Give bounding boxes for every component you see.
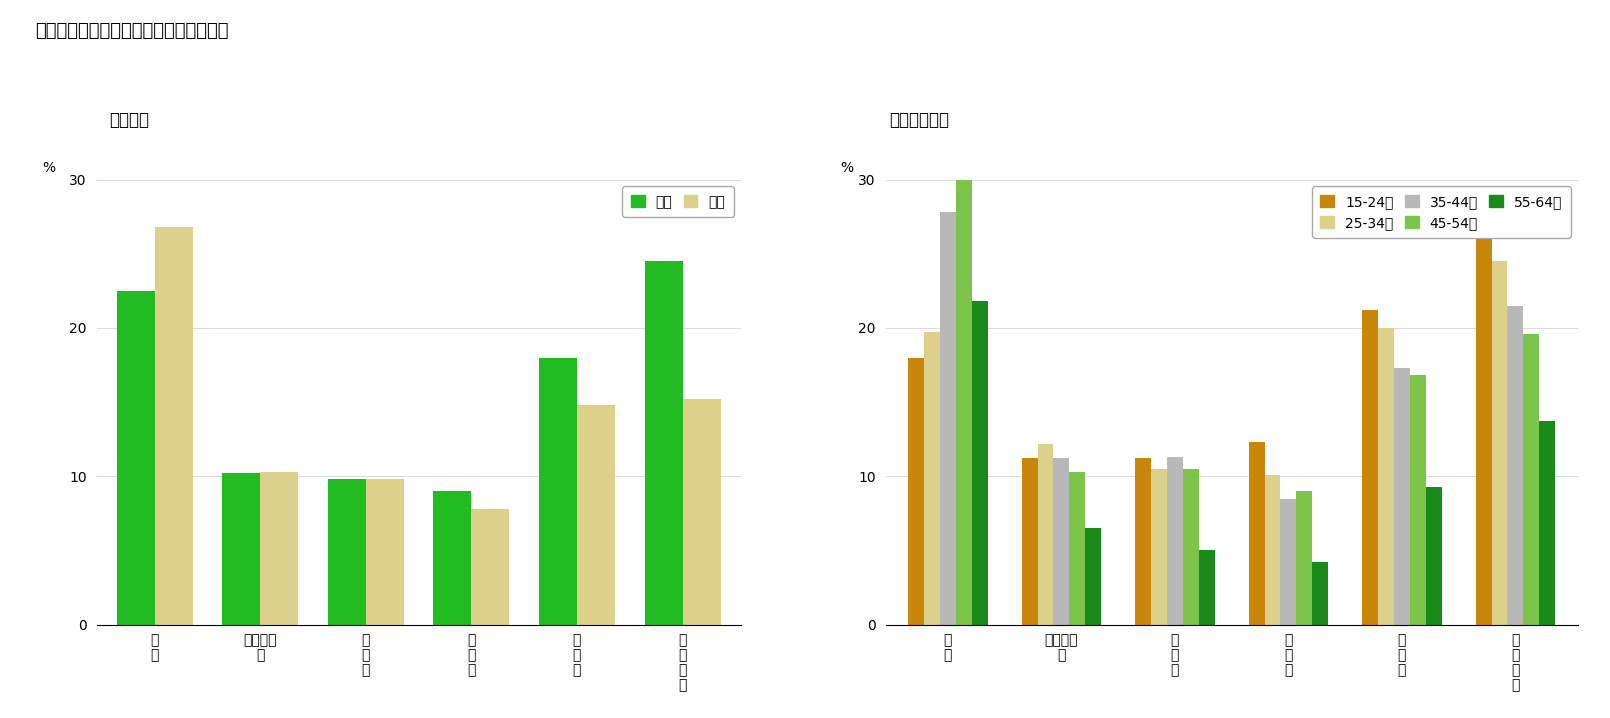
Bar (222, 473, 261, 625)
Bar (365, 479, 404, 625)
Bar (644, 261, 683, 625)
Bar (472, 509, 509, 625)
Bar (433, 491, 472, 625)
Bar (539, 358, 576, 625)
Bar (1183, 469, 1199, 625)
Text: 【年齢群団】: 【年齢群団】 (889, 111, 948, 129)
Bar (1053, 459, 1069, 625)
Bar (924, 332, 940, 625)
Bar (328, 479, 365, 625)
Bar (1426, 487, 1441, 625)
Bar (1199, 551, 1214, 625)
Bar (1167, 457, 1183, 625)
Bar (1394, 368, 1410, 625)
Bar (1378, 328, 1394, 625)
Text: 図表５　心身のストレスが「高」の割合: 図表５ 心身のストレスが「高」の割合 (35, 22, 229, 39)
Bar (1249, 442, 1264, 625)
Bar (1476, 239, 1491, 625)
Bar (1362, 310, 1378, 625)
Bar (1022, 459, 1037, 625)
Bar (1085, 528, 1101, 625)
Bar (1410, 376, 1426, 625)
Text: %: % (42, 161, 55, 175)
Bar (1264, 475, 1280, 625)
Bar (116, 291, 155, 625)
Bar (972, 301, 987, 625)
Bar (683, 399, 721, 625)
Text: 【男女】: 【男女】 (109, 111, 150, 129)
Bar (155, 227, 193, 625)
Bar (1491, 261, 1507, 625)
Bar (261, 472, 298, 625)
Bar (1280, 498, 1296, 625)
Bar (1135, 459, 1151, 625)
Legend: 男性, 女性: 男性, 女性 (623, 187, 734, 217)
Bar (1151, 469, 1167, 625)
Legend: 15-24歳, 25-34歳, 35-44歳, 45-54歳, 55-64歳: 15-24歳, 25-34歳, 35-44歳, 45-54歳, 55-64歳 (1312, 187, 1571, 238)
Bar (940, 212, 956, 625)
Bar (576, 405, 615, 625)
Bar (1523, 334, 1539, 625)
Bar (908, 358, 924, 625)
Bar (1312, 562, 1328, 625)
Bar (1296, 491, 1312, 625)
Bar (1037, 444, 1053, 625)
Bar (956, 175, 972, 625)
Bar (1539, 421, 1555, 625)
Bar (1069, 472, 1085, 625)
Bar (1507, 306, 1523, 625)
Text: %: % (840, 161, 853, 175)
